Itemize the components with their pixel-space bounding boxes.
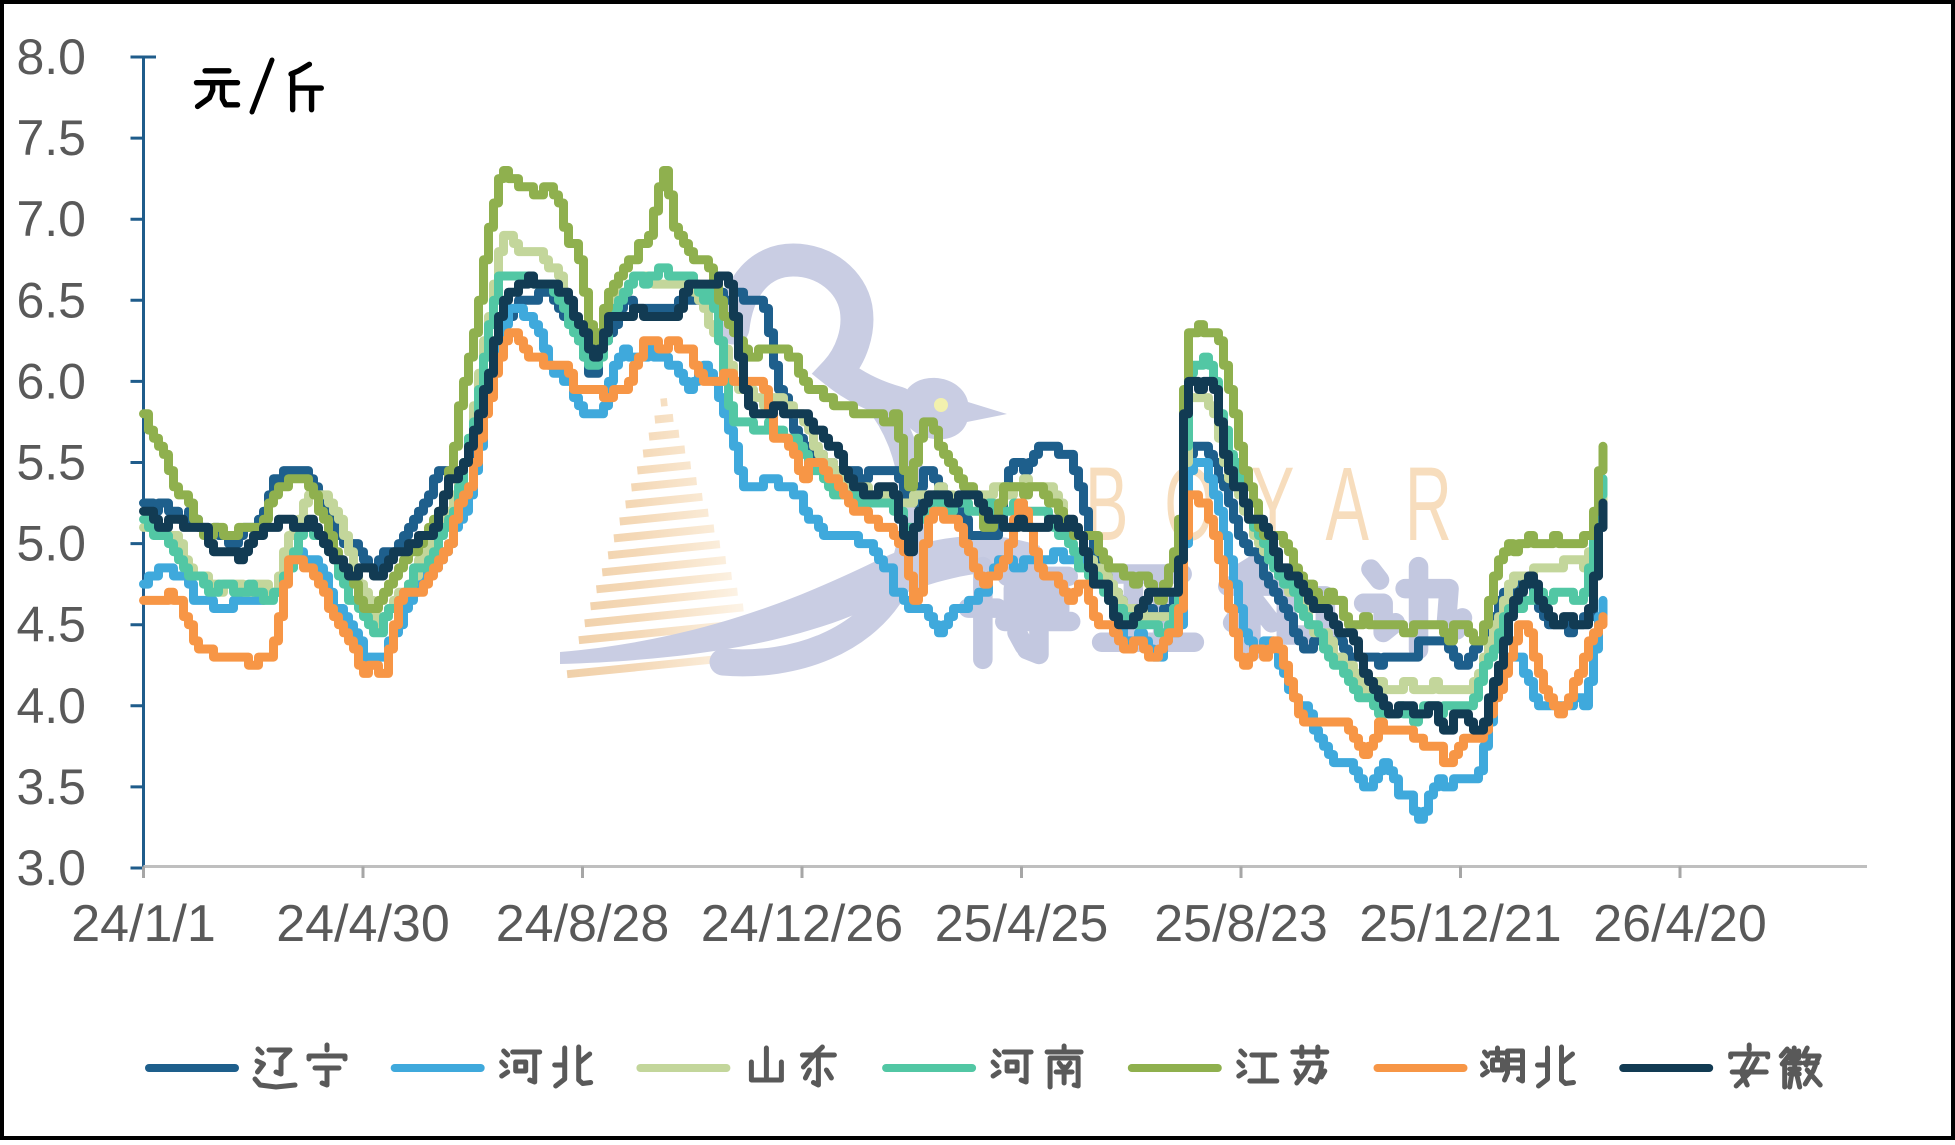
svg-text:4.0: 4.0: [16, 678, 86, 734]
svg-text:8.0: 8.0: [16, 29, 86, 85]
svg-text:25/4/25: 25/4/25: [935, 895, 1109, 953]
svg-text:24/8/28: 24/8/28: [496, 895, 670, 953]
svg-text:24/1/1: 24/1/1: [71, 895, 216, 953]
svg-text:3.5: 3.5: [16, 759, 86, 815]
svg-text:5.5: 5.5: [16, 435, 86, 491]
svg-text:26/4/20: 26/4/20: [1593, 895, 1767, 953]
svg-text:7.5: 7.5: [16, 110, 86, 166]
svg-text:4.5: 4.5: [16, 597, 86, 653]
svg-text:5.0: 5.0: [16, 516, 86, 572]
svg-text:24/12/26: 24/12/26: [701, 895, 903, 953]
svg-text:25/12/21: 25/12/21: [1359, 895, 1561, 953]
svg-text:6.0: 6.0: [16, 353, 86, 409]
svg-text:6.5: 6.5: [16, 272, 86, 328]
svg-text:3.0: 3.0: [16, 840, 86, 896]
svg-text:24/4/30: 24/4/30: [276, 895, 450, 953]
svg-text:25/8/23: 25/8/23: [1154, 895, 1328, 953]
svg-text:7.0: 7.0: [16, 191, 86, 247]
